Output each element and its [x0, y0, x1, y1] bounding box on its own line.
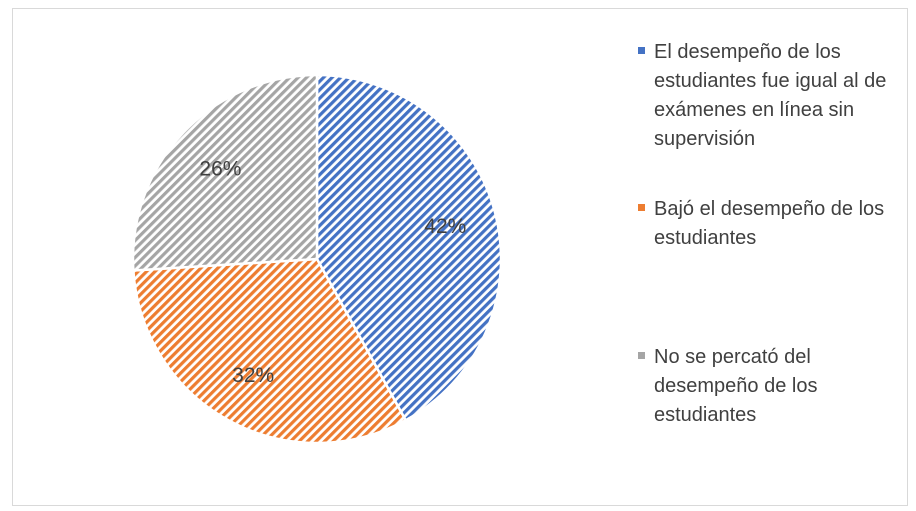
- pie-slice-igual: [315, 73, 503, 422]
- pie-data-labels: 42% 32% 26%: [199, 157, 466, 387]
- legend-marker-gray: [638, 352, 645, 359]
- data-label-igual: 42%: [424, 215, 466, 238]
- legend-label: Bajó el desempeño de los estudiantes: [654, 198, 885, 249]
- legend-marker-blue: [638, 47, 645, 54]
- data-label-no-percato: 26%: [199, 157, 241, 180]
- legend-label: No se percató del desempeño de los estud…: [654, 346, 818, 426]
- pie-slices: [131, 73, 503, 445]
- data-label-bajo: 32%: [232, 364, 274, 387]
- legend-item-no-percato: No se percató del desempeño de los estud…: [638, 343, 908, 430]
- pie-slice-bajo: [132, 257, 408, 445]
- legend-item-bajo: Bajó el desempeño de los estudiantes: [638, 195, 908, 253]
- legend-marker-orange: [638, 204, 645, 211]
- legend-label: El desempeño de los estudiantes fue igua…: [654, 41, 887, 150]
- legend-item-igual: El desempeño de los estudiantes fue igua…: [638, 38, 908, 154]
- pie-slice-no-percato: [131, 73, 319, 272]
